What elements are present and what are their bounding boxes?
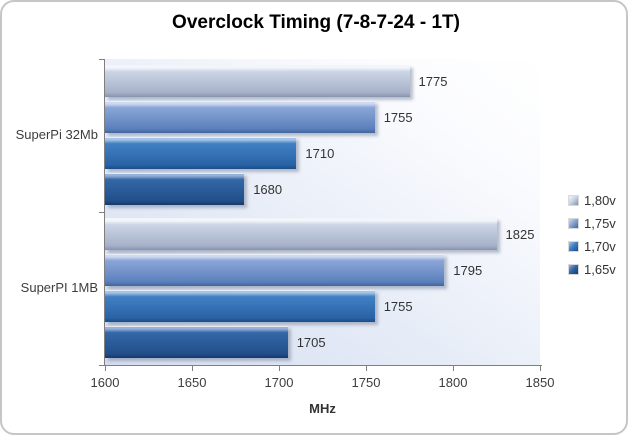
bar-value-label: 1705 bbox=[296, 334, 326, 350]
legend-label: 1,80v bbox=[584, 193, 616, 208]
bar-row: 1705 bbox=[105, 324, 540, 360]
bar-value-label: 1825 bbox=[505, 226, 535, 242]
legend-swatch-icon bbox=[568, 264, 579, 275]
category-label-superpi-1mb: SuperPI 1MB bbox=[20, 279, 98, 295]
y-axis-line bbox=[104, 59, 105, 366]
bar-value-label: 1680 bbox=[253, 181, 283, 197]
legend-swatch-icon bbox=[568, 241, 579, 252]
legend-label: 1,70v bbox=[584, 239, 616, 254]
x-tick-label: 1800 bbox=[438, 375, 468, 390]
bar-row: 1755 bbox=[105, 288, 540, 324]
bar-row: 1680 bbox=[105, 171, 540, 207]
bar-value-label: 1775 bbox=[418, 73, 448, 89]
bar-row: 1795 bbox=[105, 252, 540, 288]
bar-group-superpi-1mb: 1825 1795 1755 1705 bbox=[105, 212, 540, 365]
bar-superpi-1mb-1-80v bbox=[105, 218, 497, 250]
bar-group-superpi-32mb: 1775 1755 1710 1680 bbox=[105, 59, 540, 212]
bar-value-label: 1710 bbox=[305, 145, 335, 161]
bar-value-label: 1755 bbox=[383, 109, 413, 125]
bar-superpi-32mb-1-75v bbox=[105, 101, 375, 133]
legend-swatch-icon bbox=[568, 195, 579, 206]
legend-item-1-75v: 1,75v bbox=[568, 212, 616, 235]
bar-row: 1775 bbox=[105, 63, 540, 99]
category-label-superpi-32mb: SuperPi 32Mb bbox=[15, 126, 98, 142]
bar-row: 1710 bbox=[105, 135, 540, 171]
legend-label: 1,75v bbox=[584, 216, 616, 231]
x-axis-title: MHz bbox=[309, 401, 336, 416]
legend-swatch-icon bbox=[568, 218, 579, 229]
chart-title: Overclock Timing (7-8-7-24 - 1T) bbox=[172, 12, 460, 33]
bar-superpi-32mb-1-65v bbox=[105, 173, 245, 205]
legend-item-1-70v: 1,70v bbox=[568, 235, 616, 258]
x-tick-label: 1600 bbox=[90, 375, 120, 390]
x-tick-label: 1850 bbox=[525, 375, 555, 390]
legend: 1,80v 1,75v 1,70v 1,65v bbox=[568, 189, 616, 281]
bar-superpi-1mb-1-75v bbox=[105, 254, 445, 286]
bar-superpi-1mb-1-70v bbox=[105, 290, 375, 322]
bar-superpi-1mb-1-65v bbox=[105, 326, 288, 358]
bar-superpi-32mb-1-80v bbox=[105, 65, 410, 97]
bar-value-label: 1755 bbox=[383, 298, 413, 314]
legend-item-1-65v: 1,65v bbox=[568, 258, 616, 281]
legend-item-1-80v: 1,80v bbox=[568, 189, 616, 212]
bar-row: 1755 bbox=[105, 99, 540, 135]
bar-row: 1825 bbox=[105, 216, 540, 252]
legend-label: 1,65v bbox=[584, 262, 616, 277]
plot-area: 1775 1755 1710 1680 1825 1795 1755 1705 bbox=[105, 59, 540, 365]
x-axis-line bbox=[104, 365, 542, 366]
bar-superpi-32mb-1-70v bbox=[105, 137, 297, 169]
bar-value-label: 1795 bbox=[453, 262, 483, 278]
x-tick-label: 1750 bbox=[351, 375, 381, 390]
x-tick-label: 1700 bbox=[264, 375, 294, 390]
x-tick-label: 1650 bbox=[177, 375, 207, 390]
